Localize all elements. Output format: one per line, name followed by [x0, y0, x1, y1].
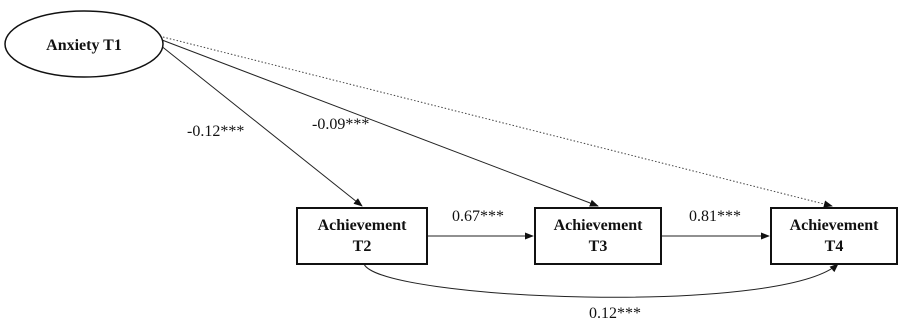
node-anxiety-t1-label: Anxiety T1	[46, 37, 122, 54]
node-achievement-t2: Achievement T2	[296, 207, 428, 265]
edge-label-t3-t4: 0.81***	[689, 208, 741, 225]
node-achievement-t3: Achievement T3	[534, 207, 662, 265]
edge-t2-to-t4	[363, 263, 839, 298]
edge-label-anxiety-t2: -0.12***	[187, 123, 244, 140]
node-achievement-t2-line2: T2	[353, 238, 372, 255]
edge-label-t2-t3: 0.67***	[452, 208, 504, 225]
edge-label-t2-t4: 0.12***	[589, 305, 641, 322]
edge-anxiety-to-t3	[161, 39, 599, 207]
node-anxiety-t1: Anxiety T1	[4, 10, 164, 78]
node-achievement-t3-line2: T3	[589, 238, 608, 255]
node-achievement-t4: Achievement T4	[770, 207, 898, 265]
edge-label-anxiety-t3: -0.09***	[312, 116, 369, 133]
node-achievement-t3-line1: Achievement	[554, 217, 644, 234]
node-achievement-t2-line1: Achievement	[318, 217, 408, 234]
edge-anxiety-to-t4	[162, 36, 833, 208]
node-achievement-t4-line2: T4	[825, 238, 844, 255]
node-achievement-t4-line1: Achievement	[790, 217, 880, 234]
edge-anxiety-to-t2	[159, 44, 363, 207]
